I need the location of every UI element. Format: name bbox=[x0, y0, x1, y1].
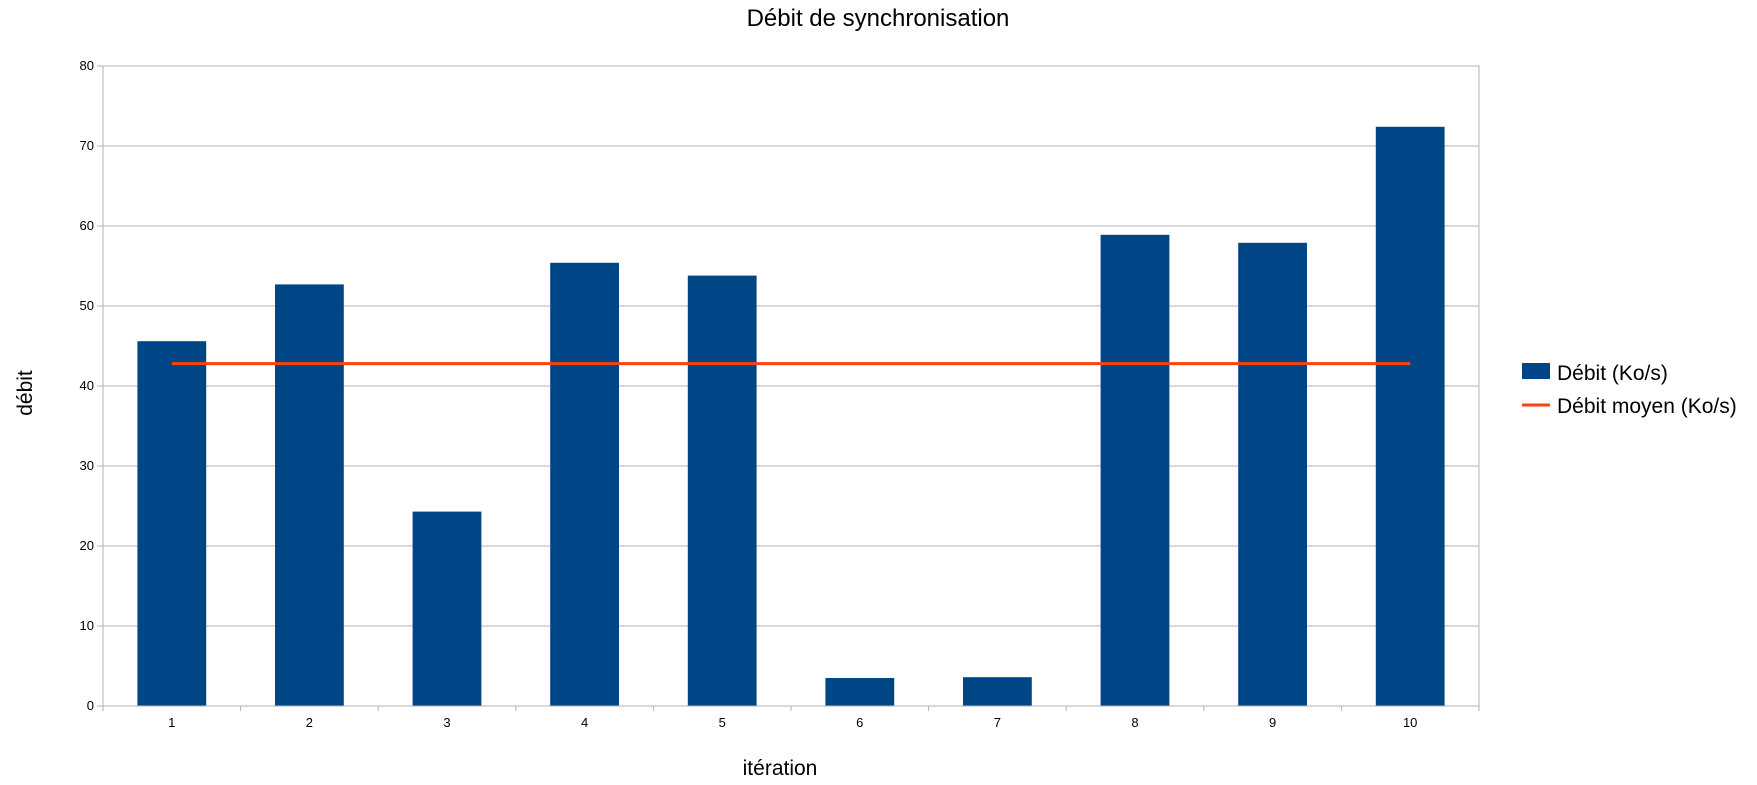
chart-title: Débit de synchronisation bbox=[747, 5, 1010, 32]
bar-1 bbox=[137, 341, 207, 706]
y-tick-label: 30 bbox=[80, 458, 94, 473]
y-tick-labels: 0 10 20 30 40 50 60 70 80 bbox=[80, 58, 94, 713]
bar-8 bbox=[1100, 234, 1170, 707]
x-tick-labels: 1 2 3 4 5 6 7 8 9 10 bbox=[168, 715, 1417, 730]
x-tick-label: 8 bbox=[1131, 715, 1138, 730]
x-tick-label: 3 bbox=[443, 715, 450, 730]
x-tick-label: 9 bbox=[1269, 715, 1276, 730]
bar-3 bbox=[412, 511, 482, 706]
y-tick-label: 60 bbox=[80, 218, 94, 233]
legend-label-bar: Débit (Ko/s) bbox=[1557, 362, 1668, 385]
bar-4 bbox=[550, 262, 619, 706]
bar-6 bbox=[825, 678, 895, 706]
axes-layer bbox=[97, 65, 1480, 711]
legend: Débit (Ko/s) Débit moyen (Ko/s) bbox=[1522, 362, 1737, 418]
legend-swatch-bar bbox=[1522, 363, 1550, 379]
bar-7 bbox=[963, 677, 1032, 706]
x-tick-label: 4 bbox=[581, 715, 588, 730]
x-tick-label: 7 bbox=[994, 715, 1001, 730]
x-tick-label: 10 bbox=[1403, 715, 1417, 730]
x-tick-label: 1 bbox=[168, 715, 175, 730]
bars-layer bbox=[137, 126, 1445, 707]
y-tick-label: 10 bbox=[80, 618, 94, 633]
x-tick-label: 6 bbox=[856, 715, 863, 730]
x-tick-label: 2 bbox=[306, 715, 313, 730]
legend-label-line: Débit moyen (Ko/s) bbox=[1557, 395, 1737, 418]
bar-5 bbox=[687, 275, 757, 706]
y-tick-label: 40 bbox=[80, 378, 94, 393]
y-tick-label: 0 bbox=[87, 698, 94, 713]
x-tick-label: 5 bbox=[719, 715, 726, 730]
y-axis-label: débit bbox=[14, 370, 37, 416]
y-tick-label: 80 bbox=[80, 58, 94, 73]
bar-9 bbox=[1238, 242, 1307, 707]
y-tick-label: 70 bbox=[80, 138, 94, 153]
y-tick-label: 50 bbox=[80, 298, 94, 313]
y-tick-label: 20 bbox=[80, 538, 94, 553]
x-axis-label: itération bbox=[743, 757, 818, 780]
bar-10 bbox=[1375, 126, 1445, 707]
bar-2 bbox=[275, 284, 344, 706]
